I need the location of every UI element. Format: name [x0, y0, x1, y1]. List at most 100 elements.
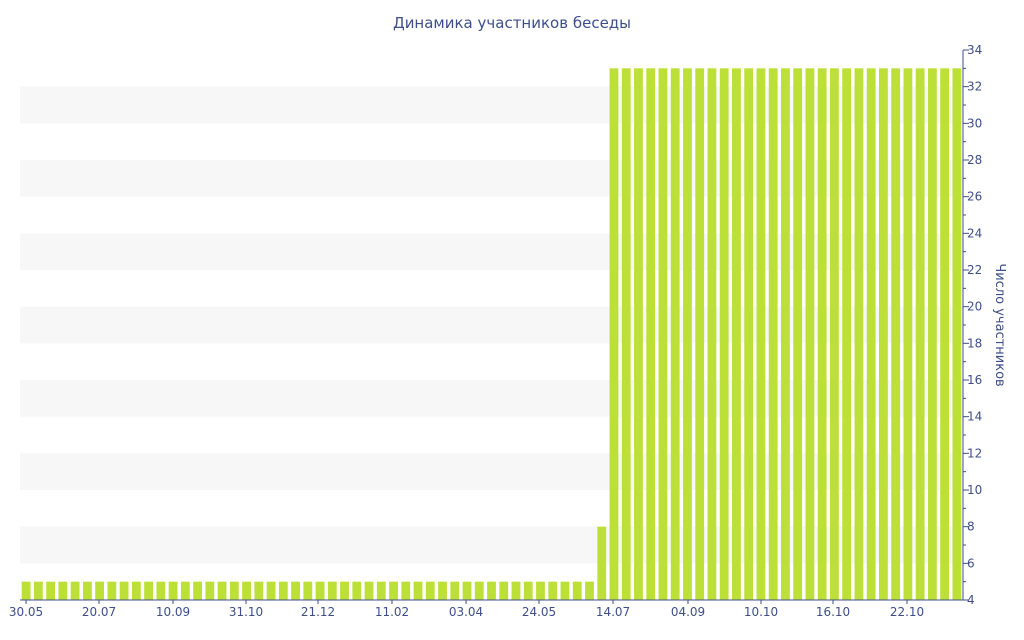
bar [609, 68, 619, 600]
x-tick-label: 24.05 [522, 605, 556, 619]
bar [597, 526, 607, 600]
y-axis-label: Число участников [992, 263, 1007, 386]
bar [842, 68, 852, 600]
bar [891, 68, 901, 600]
x-tick-label: 16.10 [816, 605, 850, 619]
x-tick-label: 03.04 [449, 605, 483, 619]
bar [376, 581, 386, 600]
x-tick-label: 04.09 [671, 605, 705, 619]
y-tick-label: 20 [967, 300, 982, 314]
bar [254, 581, 264, 600]
y-tick-label: 10 [967, 483, 982, 497]
x-tick-label: 30.05 [9, 605, 43, 619]
bar [131, 581, 141, 600]
x-tick-label: 21.12 [301, 605, 335, 619]
bar [634, 68, 643, 600]
y-tick-label: 32 [967, 80, 982, 94]
bar [229, 581, 239, 600]
bar [744, 68, 754, 600]
y-tick-label: 34 [967, 43, 982, 57]
bar [389, 581, 398, 600]
bar [413, 581, 423, 600]
y-tick-label: 14 [967, 410, 982, 424]
bar [156, 581, 166, 600]
bar [781, 68, 790, 600]
bars [21, 68, 962, 600]
y-tick-label: 4 [967, 593, 975, 607]
bar [144, 581, 153, 600]
y-axis: 4 6 8 10 12 14 16 18 20 22 24 26 28 30 32 34 [962, 43, 982, 607]
bar [854, 68, 864, 600]
bar [327, 581, 337, 600]
x-tick-label: 11.02 [375, 605, 409, 619]
bar [646, 68, 656, 600]
bar [585, 581, 594, 600]
bar [560, 581, 570, 600]
x-axis: 30.05 20.07 10.09 31.10 21.12 11.02 03.04 24.05… [9, 599, 963, 619]
bar [511, 581, 521, 600]
y-tick-label: 16 [967, 373, 982, 387]
bar [756, 68, 766, 600]
bar [830, 68, 839, 600]
bar [732, 68, 741, 600]
bar [927, 68, 937, 600]
y-tick-label: 26 [967, 190, 982, 204]
bar [768, 68, 778, 600]
x-tick-label: 14.07 [596, 605, 630, 619]
bar [462, 581, 472, 600]
bar [425, 581, 435, 600]
y-tick-label: 24 [967, 226, 982, 240]
bar [499, 581, 509, 600]
bar [866, 68, 876, 600]
bar [180, 581, 190, 600]
bar [278, 581, 288, 600]
bar [340, 581, 349, 600]
bar [438, 581, 447, 600]
bar [670, 68, 680, 600]
bar [817, 68, 827, 600]
bar [793, 68, 803, 600]
bar [58, 581, 68, 600]
bar [915, 68, 925, 600]
bar [364, 581, 374, 600]
y-tick-label: 8 [967, 520, 975, 534]
bar [523, 581, 533, 600]
bar [707, 68, 717, 600]
bar [474, 581, 484, 600]
bar [621, 68, 631, 600]
bar [315, 581, 325, 600]
bar [572, 581, 582, 600]
bar [658, 68, 668, 600]
x-tick-label: 10.10 [744, 605, 778, 619]
bar [46, 581, 56, 600]
y-tick-label: 18 [967, 336, 982, 350]
bar [21, 581, 31, 600]
bar [352, 581, 362, 600]
bar [242, 581, 251, 600]
x-tick-label: 10.09 [156, 605, 190, 619]
bar [952, 68, 962, 600]
y-tick-label: 6 [967, 556, 975, 570]
y-tick-label: 30 [967, 116, 982, 130]
y-tick-label: 28 [967, 153, 982, 167]
bar [683, 68, 692, 600]
bar [401, 581, 411, 600]
bar [193, 581, 202, 600]
y-tick-label: 22 [967, 263, 982, 277]
x-tick-label: 31.10 [229, 605, 263, 619]
bar [303, 581, 313, 600]
bar [940, 68, 950, 600]
bar [548, 581, 558, 600]
bar [291, 581, 300, 600]
bar [95, 581, 105, 600]
bar [205, 581, 215, 600]
bar [695, 68, 705, 600]
bar [217, 581, 227, 600]
bar [266, 581, 276, 600]
bar [536, 581, 545, 600]
bar [903, 68, 913, 600]
bar [70, 581, 80, 600]
bar [719, 68, 729, 600]
bar [168, 581, 178, 600]
